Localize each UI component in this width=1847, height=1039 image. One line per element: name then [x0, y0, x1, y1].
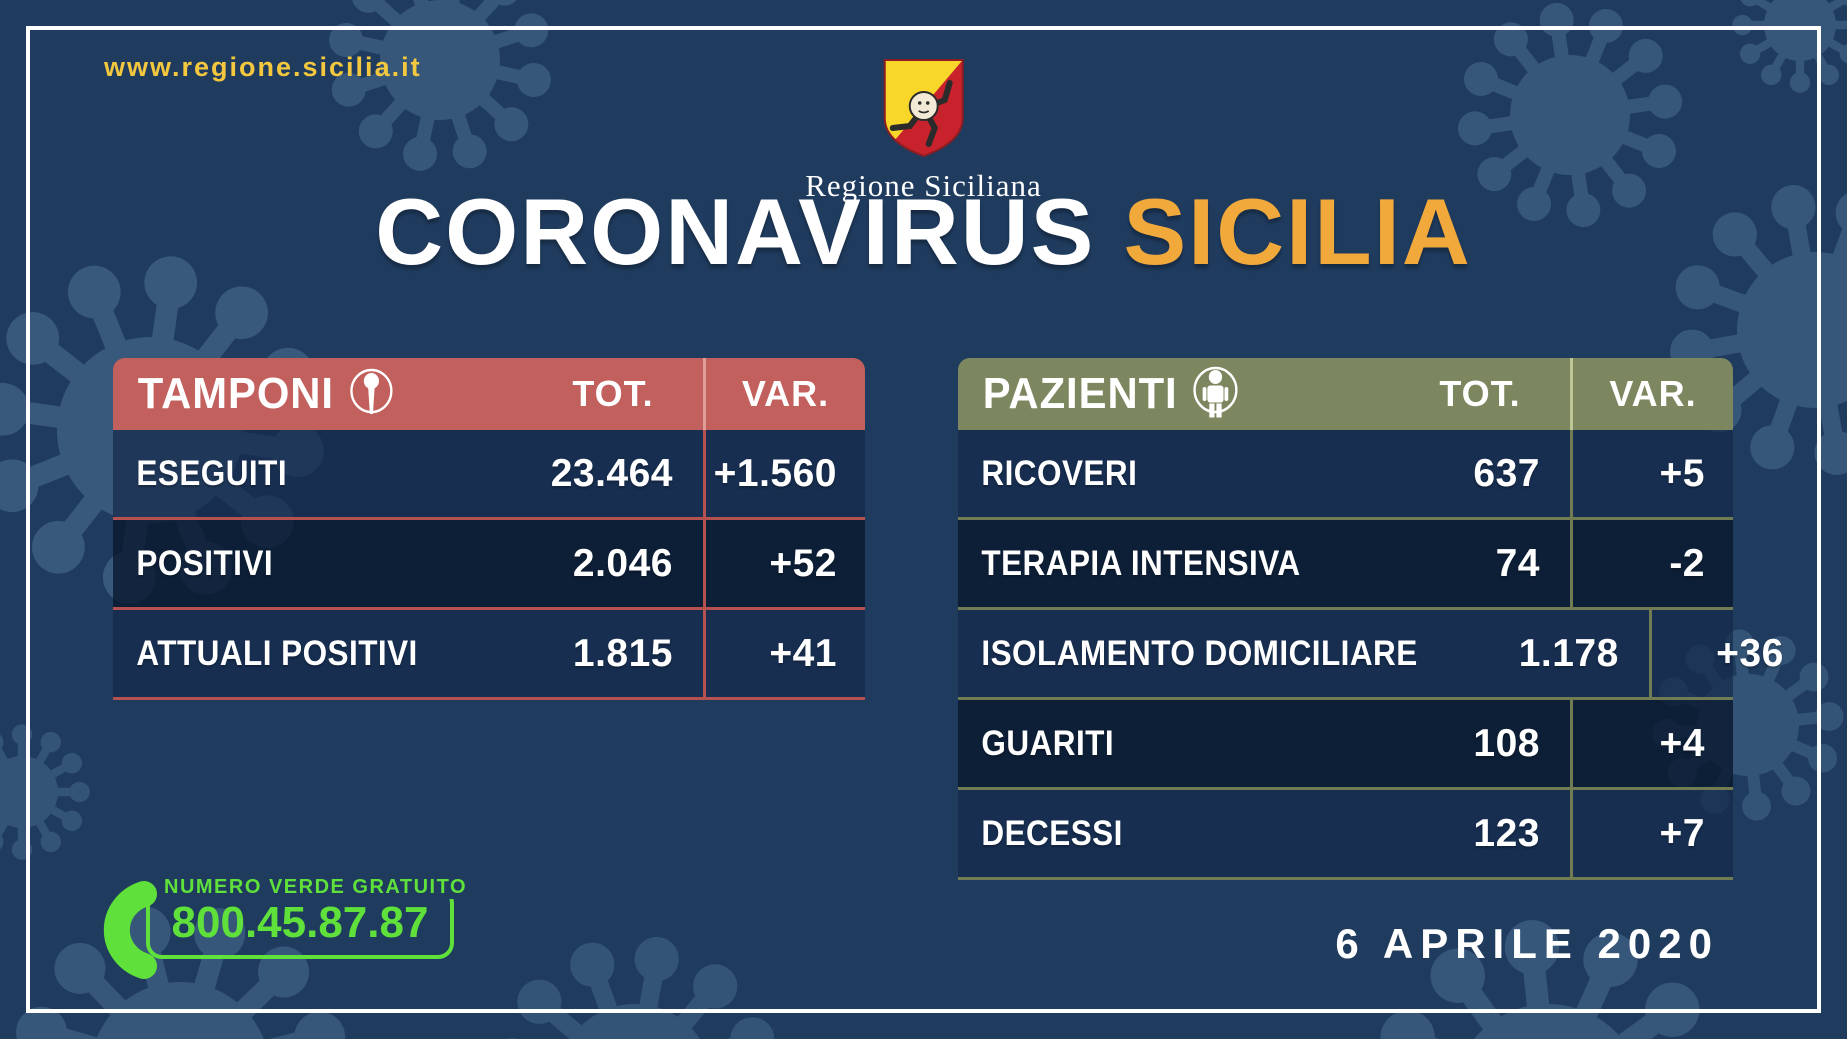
title-main: CORONAVIRUS	[375, 179, 1124, 284]
logo-title: Regione Siciliana	[805, 168, 1042, 203]
row-total: 108	[1473, 721, 1540, 765]
pazienti-header-label: PAZIENTI	[982, 369, 1178, 418]
tamponi-table: TAMPONI TOT. VAR. ESEGUITI 23.464 +1.560…	[113, 358, 865, 700]
row-label: POSITIVI	[136, 543, 274, 583]
row-variation: -2	[1570, 520, 1733, 607]
tamponi-header-label: TAMPONI	[137, 369, 334, 418]
row-label: ESEGUITI	[136, 453, 288, 493]
pazienti-var-column-header: VAR.	[1570, 358, 1733, 430]
trinacria-shield-icon	[883, 59, 964, 158]
row-variation: +52	[703, 520, 865, 607]
table-row: ESEGUITI 23.464 +1.560	[113, 430, 865, 520]
row-total: 123	[1473, 811, 1540, 855]
tamponi-header-cell: TAMPONI	[113, 364, 503, 424]
table-row: TERAPIA INTENSIVA 74 -2	[958, 520, 1733, 610]
table-row: RICOVERI 637 +5	[958, 430, 1733, 520]
row-total: 74	[1495, 541, 1540, 585]
pazienti-table: PAZIENTI TOT. VAR. RICOVERI 637 +5 TERAP…	[958, 358, 1783, 880]
table-row: DECESSI 123 +7	[958, 790, 1733, 880]
title-accent: SICILIA	[1123, 179, 1472, 284]
row-label: ATTUALI POSITIVI	[136, 633, 418, 673]
website-url[interactable]: www.regione.sicilia.it	[104, 52, 422, 82]
row-total: 637	[1473, 451, 1540, 495]
row-label: ISOLAMENTO DOMICILIARE	[981, 633, 1418, 673]
hotline-label: NUMERO VERDE GRATUITO	[156, 876, 475, 899]
row-variation: +41	[703, 610, 865, 697]
row-total: 23.464	[550, 451, 673, 495]
row-label: GUARITI	[981, 723, 1115, 763]
row-label: RICOVERI	[981, 453, 1138, 493]
table-row: ISOLAMENTO DOMICILIARE 1.178 +36	[958, 610, 1783, 700]
tamponi-tot-column-header: TOT.	[572, 373, 654, 414]
patient-icon	[1193, 366, 1238, 418]
row-variation: +36	[1648, 610, 1812, 697]
row-variation: +7	[1570, 790, 1733, 877]
swab-icon	[349, 368, 393, 414]
row-variation: +1.560	[703, 430, 865, 517]
row-variation: +5	[1570, 430, 1733, 517]
pazienti-table-header: PAZIENTI TOT. VAR.	[958, 358, 1733, 430]
page-title: CORONAVIRUS SICILIA	[0, 178, 1847, 286]
tamponi-table-header: TAMPONI TOT. VAR.	[113, 358, 865, 430]
row-total: 1.815	[572, 631, 673, 675]
report-date: 6 APRILE 2020	[1335, 920, 1719, 967]
table-row: ATTUALI POSITIVI 1.815 +41	[113, 610, 865, 700]
row-total: 2.046	[572, 541, 673, 585]
pazienti-tot-column-header: TOT.	[1439, 373, 1521, 414]
row-label: DECESSI	[981, 813, 1123, 853]
phone-icon	[103, 881, 157, 979]
region-logo: Regione Siciliana	[805, 56, 1042, 204]
pazienti-header-cell: PAZIENTI	[958, 363, 1368, 425]
row-label: TERAPIA INTENSIVA	[981, 543, 1301, 583]
table-row: GUARITI 108 +4	[958, 700, 1733, 790]
table-row: POSITIVI 2.046 +52	[113, 520, 865, 610]
tamponi-var-column-header: VAR.	[703, 358, 865, 430]
row-variation: +4	[1570, 700, 1733, 787]
row-total: 1.178	[1518, 631, 1619, 675]
hotline-number: 800.45.87.87	[171, 898, 429, 947]
